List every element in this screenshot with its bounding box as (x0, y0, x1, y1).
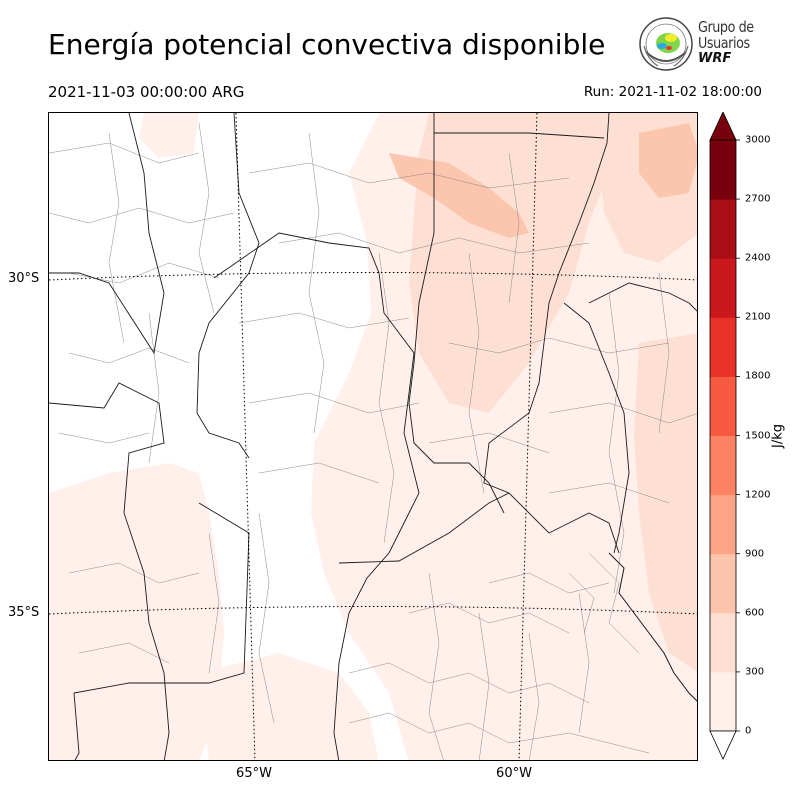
border-north-top (434, 132, 605, 139)
colorbar-segment (710, 140, 736, 200)
colorbar-tick-label: 0 (745, 725, 752, 737)
cape-area-east-coast (634, 333, 697, 672)
cape-area-southcentral (199, 653, 379, 760)
logo-text-line1: Grupo de (698, 18, 754, 36)
colorbar-tick-label: 2700 (745, 193, 771, 205)
colorbar (709, 112, 740, 760)
colorbar-tick-label: 2100 (745, 311, 771, 323)
colorbar-segment (710, 435, 736, 496)
logo-text-line2: Usuarios (698, 34, 750, 52)
colorbar-segment (710, 258, 736, 318)
logo-text-wrf: WRF (698, 51, 732, 66)
cape-area-east (311, 113, 697, 760)
cape-area-northeast-core (639, 123, 697, 198)
colorbar-tick-label: 1200 (745, 489, 771, 501)
colorbar-tick-label: 1500 (745, 430, 771, 441)
colorbar-extend-top (709, 112, 737, 141)
logo-seal-icon (639, 17, 693, 71)
province-borders (49, 113, 697, 760)
chart-title: Energía potencial convectiva disponible (48, 28, 606, 61)
lon-label-60w: 60°W (496, 766, 532, 781)
cape-area-plume (389, 153, 529, 238)
colorbar-segment (710, 612, 736, 673)
border-southwest (73, 502, 250, 760)
cape-map[interactable] (48, 112, 698, 761)
colorbar-tick-label: 300 (745, 666, 765, 678)
border-central-east (213, 232, 420, 760)
colorbar-tick-label: 900 (745, 548, 765, 560)
border-andes (49, 113, 165, 355)
border-uruguay-river (563, 302, 630, 554)
colorbar-extend-bottom (709, 730, 737, 760)
border-littoral-east (483, 113, 610, 494)
parallel-35s (49, 606, 697, 615)
border-northeast (588, 282, 697, 312)
meridian-65w (235, 113, 256, 760)
cape-shading (49, 113, 697, 760)
lon-label-65w: 65°W (236, 766, 272, 781)
colorbar-segment (710, 494, 736, 555)
wrf-users-group-logo: Grupo de Usuarios WRF (638, 16, 768, 72)
meridian-60w (518, 113, 538, 760)
cape-area-west (49, 463, 224, 760)
border-central-west (196, 113, 260, 459)
map-canvas (49, 113, 697, 760)
colorbar-tick-label: 3000 (745, 134, 771, 146)
colorbar-segment (710, 199, 736, 259)
colorbar-segment (710, 671, 736, 732)
colorbar-tick-label: 600 (745, 607, 765, 619)
valid-time: 2021-11-03 00:00:00 ARG (48, 83, 245, 101)
colorbar-segment (710, 317, 736, 377)
run-time: Run: 2021-11-02 18:00:00 (583, 84, 762, 100)
colorbar-segment (710, 553, 736, 614)
parallel-30s (49, 272, 697, 281)
cape-area-northwest (139, 113, 199, 158)
lat-label-35s: 35°S (8, 605, 40, 620)
colorbar-segment (710, 376, 736, 436)
coastline (608, 552, 697, 702)
border-littoral-west (408, 113, 505, 514)
colorbar-tick-label: 1800 (745, 370, 771, 382)
colorbar-units-label: J/kg (770, 424, 786, 448)
graticule (49, 113, 697, 760)
lat-label-30s: 30°S (8, 271, 40, 286)
county-borders (49, 122, 697, 760)
colorbar-tick-label: 2400 (745, 252, 771, 264)
